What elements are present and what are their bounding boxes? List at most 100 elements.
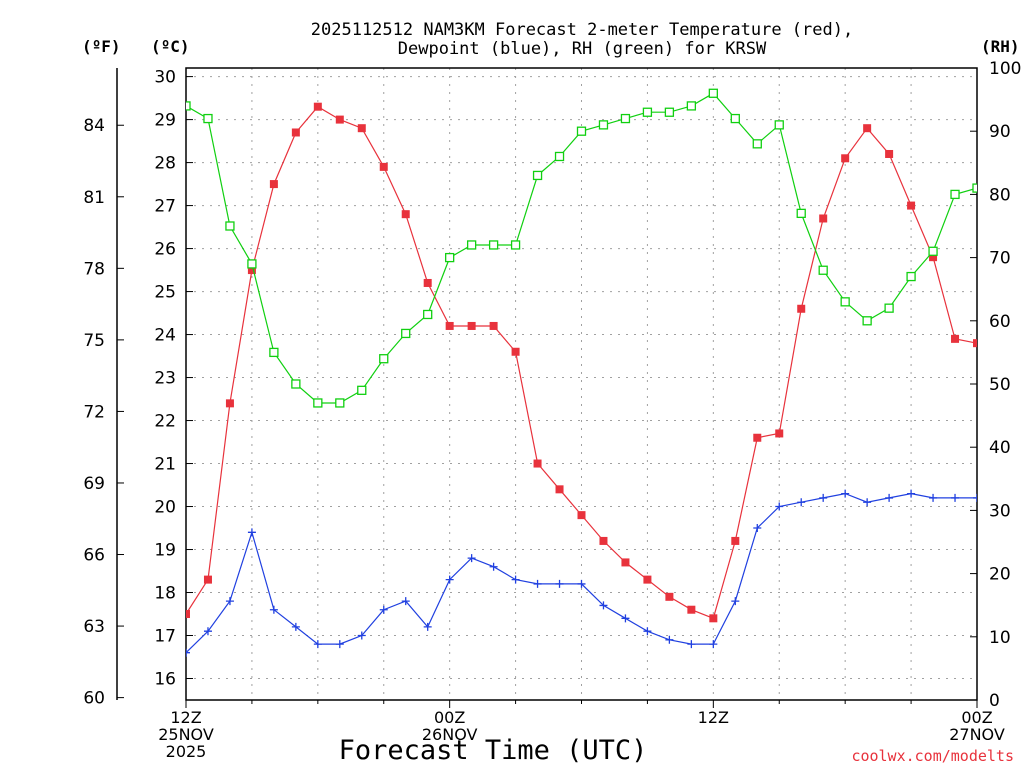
2-meter-temperature-point [687, 605, 696, 614]
2-meter-temperature-point [797, 304, 806, 313]
chart-subtitle: Dewpoint (blue), RH (green) for KRSW [398, 39, 767, 59]
2-meter-temperature-point [863, 124, 872, 133]
2-meter-temperature-point [1017, 356, 1024, 364]
celsius-tick-label: 18 [154, 584, 176, 604]
dewpoint-point [335, 640, 344, 649]
dewpoint-point [203, 627, 212, 636]
2-meter-temperature-point [841, 154, 850, 163]
data-series [186, 88, 1024, 657]
2-meter-temperature-point [291, 128, 300, 137]
dewpoint-point [687, 640, 696, 649]
celsius-tick-label: 21 [154, 455, 176, 475]
dewpoint-point [1017, 503, 1024, 511]
dewpoint-point [577, 579, 586, 588]
dewpoint-point [555, 579, 564, 588]
rh-tick-label: 100 [989, 59, 1021, 79]
dewpoint-point [797, 498, 806, 507]
dewpoint-point [445, 575, 454, 584]
dewpoint-point [269, 605, 278, 614]
rh-unit-label: (RH) [981, 37, 1020, 56]
axes: 16 17 18 19 20 21 22 23 24 25 26 27 28 29 30 60 63 66 69 72… [83, 59, 1021, 761]
2-meter-temperature-point [379, 162, 388, 171]
2-meter-temperature-point [423, 278, 432, 287]
rh-point [423, 309, 433, 320]
rh-tick-label: 70 [989, 249, 1011, 269]
dewpoint-line [186, 492, 977, 654]
rh-point [313, 398, 323, 408]
2-meter-temperature-point [665, 592, 674, 601]
celsius-tick-label: 17 [154, 627, 176, 647]
rh-point [928, 246, 938, 256]
dewpoint-point [599, 601, 608, 610]
celsius-tick-label: 19 [154, 541, 176, 561]
dewpoint-point [643, 627, 652, 636]
2-meter-temperature-point [577, 511, 586, 520]
rh-point [357, 385, 367, 395]
rh-point [840, 297, 850, 307]
dewpoint-point [753, 524, 762, 533]
2-meter-temperature-point [186, 610, 190, 619]
fahrenheit-tick-label: 81 [83, 188, 105, 208]
fahrenheit-tick-label: 66 [83, 546, 105, 566]
rh-point [598, 120, 609, 130]
dewpoint-point [357, 631, 366, 640]
rh-point [291, 379, 301, 389]
dewpoint-point [186, 648, 190, 657]
rh-point [203, 113, 213, 124]
2-meter-temperature-point [731, 536, 740, 545]
fahrenheit-tick-label: 60 [83, 689, 105, 709]
x-tick-label: 25NOV [158, 725, 214, 744]
rh-tick-label: 30 [989, 501, 1011, 521]
celsius-tick-label: 20 [154, 498, 176, 518]
2-meter-temperature-point [511, 347, 520, 356]
rh-point [576, 126, 587, 136]
dewpoint-point [819, 493, 828, 502]
dewpoint-point [929, 493, 938, 502]
rh-point [269, 347, 279, 358]
rh-point [532, 170, 543, 181]
2-meter-temperature-point [951, 334, 960, 343]
rh-point [862, 316, 872, 326]
rh-point [225, 221, 235, 231]
2-meter-temperature-point [445, 321, 454, 330]
2-meter-temperature-point [753, 433, 762, 442]
dewpoint-point [511, 575, 520, 584]
x-axis-label: Forecast Time (UTC) [339, 735, 648, 766]
celsius-tick-label: 22 [154, 412, 176, 432]
rh-point [950, 189, 960, 200]
celsius-unit-label: (ºC) [151, 37, 190, 56]
rh-point [796, 208, 806, 219]
dewpoint-point [731, 597, 740, 606]
rh-point [466, 240, 477, 250]
2-meter-temperature-point [247, 266, 256, 275]
2-meter-temperature-point [929, 253, 938, 262]
grid-lines [186, 68, 977, 700]
rh-point [554, 151, 565, 162]
2-meter-temperature-point [973, 339, 977, 348]
dewpoint-point [973, 493, 977, 502]
dewpoint-point [225, 597, 234, 606]
rh-point [401, 328, 411, 339]
x-tick-label: 27NOV [949, 725, 1005, 744]
rh-point [708, 88, 718, 98]
rh-series [186, 88, 977, 408]
2-meter-temperature-series [186, 102, 1024, 623]
dewpoint-point [621, 614, 630, 623]
fahrenheit-tick-label: 84 [83, 116, 105, 136]
dewpoint-point [379, 605, 388, 614]
x-tick-label: 2025 [166, 742, 207, 761]
celsius-tick-label: 29 [154, 111, 176, 131]
x-tick-label: 26NOV [422, 725, 478, 744]
rh-point [488, 240, 499, 250]
celsius-tick-label: 27 [154, 197, 176, 217]
dewpoint-point [489, 562, 498, 571]
dewpoint-point [775, 502, 784, 511]
2-meter-temperature-point [335, 115, 344, 124]
2-meter-temperature-point [819, 214, 828, 223]
rh-point [752, 139, 762, 149]
dewpoint-point [863, 498, 872, 507]
2-meter-temperature-point [907, 201, 916, 210]
2-meter-temperature-point [621, 558, 630, 567]
celsius-tick-label: 30 [154, 68, 176, 88]
